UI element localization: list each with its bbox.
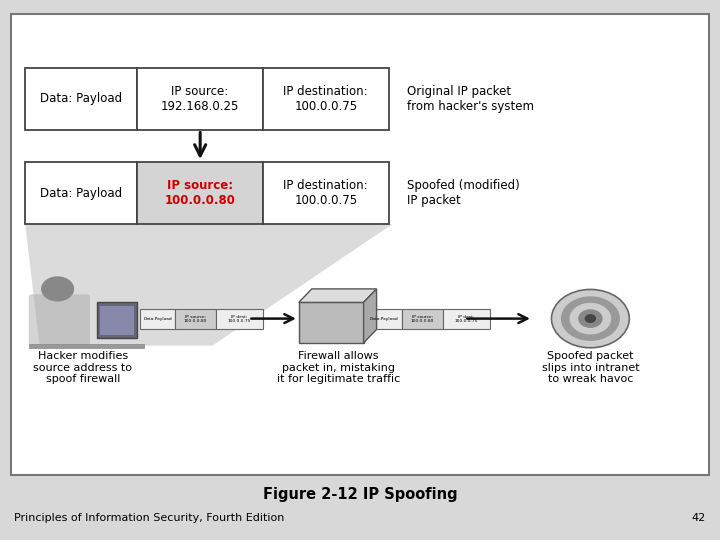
- Polygon shape: [299, 289, 377, 302]
- FancyBboxPatch shape: [402, 309, 443, 329]
- Text: 42: 42: [691, 514, 706, 523]
- Text: Firewall allows
packet in, mistaking
it for legitimate traffic: Firewall allows packet in, mistaking it …: [276, 351, 400, 384]
- FancyBboxPatch shape: [367, 309, 402, 329]
- Text: Original IP packet
from hacker's system: Original IP packet from hacker's system: [407, 85, 534, 112]
- FancyBboxPatch shape: [137, 68, 263, 130]
- FancyBboxPatch shape: [299, 302, 364, 343]
- Text: Data:Payload: Data:Payload: [370, 317, 399, 321]
- Polygon shape: [25, 224, 392, 346]
- FancyBboxPatch shape: [25, 162, 137, 224]
- FancyBboxPatch shape: [100, 306, 134, 335]
- FancyBboxPatch shape: [137, 162, 263, 224]
- FancyBboxPatch shape: [25, 68, 137, 130]
- FancyBboxPatch shape: [216, 309, 263, 329]
- FancyBboxPatch shape: [175, 309, 216, 329]
- Polygon shape: [364, 289, 377, 343]
- FancyBboxPatch shape: [29, 344, 144, 348]
- FancyBboxPatch shape: [263, 162, 389, 224]
- Circle shape: [553, 291, 628, 347]
- FancyBboxPatch shape: [443, 309, 490, 329]
- Circle shape: [562, 297, 619, 340]
- Text: Figure 2-12 IP Spoofing: Figure 2-12 IP Spoofing: [263, 487, 457, 502]
- Text: IP destination:
100.0.0.75: IP destination: 100.0.0.75: [284, 179, 368, 207]
- Circle shape: [42, 277, 73, 301]
- FancyBboxPatch shape: [140, 309, 175, 329]
- Text: Principles of Information Security, Fourth Edition: Principles of Information Security, Four…: [14, 514, 285, 523]
- Text: Data: Payload: Data: Payload: [40, 186, 122, 200]
- Text: IP dest:
100.0.0.75: IP dest: 100.0.0.75: [454, 315, 478, 323]
- Text: Spoofed (modified)
IP packet: Spoofed (modified) IP packet: [407, 179, 520, 207]
- Text: Hacker modifies
source address to
spoof firewall: Hacker modifies source address to spoof …: [33, 351, 132, 384]
- Text: Data:Payload: Data:Payload: [143, 317, 172, 321]
- FancyBboxPatch shape: [263, 68, 389, 130]
- FancyBboxPatch shape: [97, 302, 137, 338]
- Circle shape: [570, 303, 611, 334]
- Text: IP source:
100.0.0.80: IP source: 100.0.0.80: [410, 315, 434, 323]
- Text: Spoofed packet
slips into intranet
to wreak havoc: Spoofed packet slips into intranet to wr…: [541, 351, 639, 384]
- Text: IP source:
100.0.0.80: IP source: 100.0.0.80: [184, 315, 207, 323]
- Circle shape: [585, 315, 595, 322]
- Text: IP source:
192.168.0.25: IP source: 192.168.0.25: [161, 85, 239, 112]
- FancyBboxPatch shape: [11, 14, 709, 475]
- Text: Data: Payload: Data: Payload: [40, 92, 122, 105]
- FancyBboxPatch shape: [29, 294, 90, 346]
- Text: IP destination:
100.0.0.75: IP destination: 100.0.0.75: [284, 85, 368, 112]
- Circle shape: [579, 310, 602, 327]
- Text: IP source:
100.0.0.80: IP source: 100.0.0.80: [164, 179, 235, 207]
- Text: IP dest:
100.0.0.75: IP dest: 100.0.0.75: [228, 315, 251, 323]
